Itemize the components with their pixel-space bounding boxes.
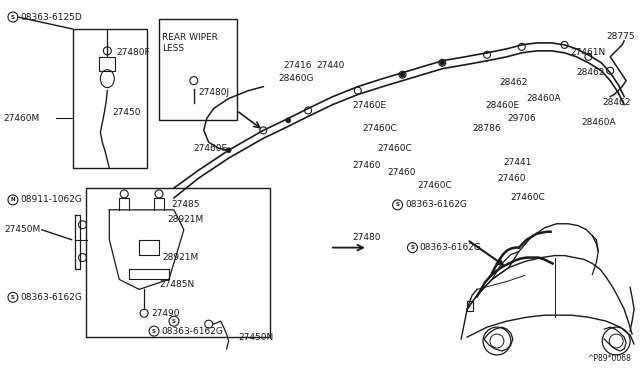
Text: 08363-6162G: 08363-6162G [161, 327, 223, 336]
Text: ^P89*0068: ^P89*0068 [588, 354, 631, 363]
Text: S: S [396, 202, 399, 207]
Bar [72, 29, 147, 168]
Circle shape [440, 60, 445, 65]
Text: 27480J: 27480J [199, 88, 230, 97]
Text: 28460E: 28460E [485, 101, 519, 110]
Text: 27460C: 27460C [417, 180, 452, 189]
Text: 08363-6162G: 08363-6162G [406, 201, 467, 209]
Text: 28921M: 28921M [162, 253, 198, 262]
Bar [86, 188, 270, 337]
Text: 28460A: 28460A [527, 94, 561, 103]
Text: S: S [152, 328, 156, 334]
Text: REAR WIPER
LESS: REAR WIPER LESS [162, 33, 218, 53]
Circle shape [226, 148, 231, 153]
Text: 08363-6125D: 08363-6125D [20, 13, 82, 22]
Text: 27460E: 27460E [353, 101, 387, 110]
Text: 27440: 27440 [316, 61, 344, 70]
Text: 27485N: 27485N [159, 280, 195, 289]
Text: 28921M: 28921M [167, 215, 204, 224]
Bar [159, 19, 237, 121]
Text: 29706: 29706 [507, 114, 536, 123]
Text: 27441: 27441 [503, 158, 531, 167]
Text: S: S [11, 15, 15, 20]
Text: 27416: 27416 [284, 61, 312, 70]
Text: S: S [172, 319, 176, 324]
Text: 28462: 28462 [499, 78, 527, 87]
Text: 27450N: 27450N [239, 333, 274, 341]
Text: 27460: 27460 [497, 174, 525, 183]
Text: 28775: 28775 [606, 32, 635, 41]
Text: 27460C: 27460C [378, 144, 412, 153]
Text: S: S [11, 295, 15, 300]
Text: S: S [410, 245, 415, 250]
Text: 27460: 27460 [388, 167, 416, 177]
Text: 27490: 27490 [151, 309, 180, 318]
Text: 27450: 27450 [112, 108, 141, 117]
Text: 28786: 28786 [472, 124, 500, 133]
Text: 28460G: 28460G [278, 74, 314, 83]
Text: 27485: 27485 [171, 201, 200, 209]
Text: 28462: 28462 [602, 98, 630, 107]
Text: 27460: 27460 [353, 161, 381, 170]
Text: 08911-1062G: 08911-1062G [20, 195, 82, 205]
Circle shape [285, 118, 291, 123]
Text: N: N [11, 198, 15, 202]
Text: 27480: 27480 [353, 233, 381, 242]
Text: 28462: 28462 [577, 68, 605, 77]
Text: 27480F: 27480F [116, 48, 150, 57]
Text: 27450M: 27450M [4, 225, 40, 234]
Text: 08363-6162G: 08363-6162G [419, 243, 481, 252]
Text: 27460C: 27460C [511, 193, 545, 202]
Text: 27460C: 27460C [363, 124, 397, 133]
Text: 27461N: 27461N [570, 48, 605, 57]
Text: 28460A: 28460A [581, 118, 616, 127]
Text: 08363-6162G: 08363-6162G [20, 293, 82, 302]
Circle shape [400, 72, 405, 77]
Text: 27460M: 27460M [3, 114, 39, 123]
Text: 27460E: 27460E [194, 144, 228, 153]
